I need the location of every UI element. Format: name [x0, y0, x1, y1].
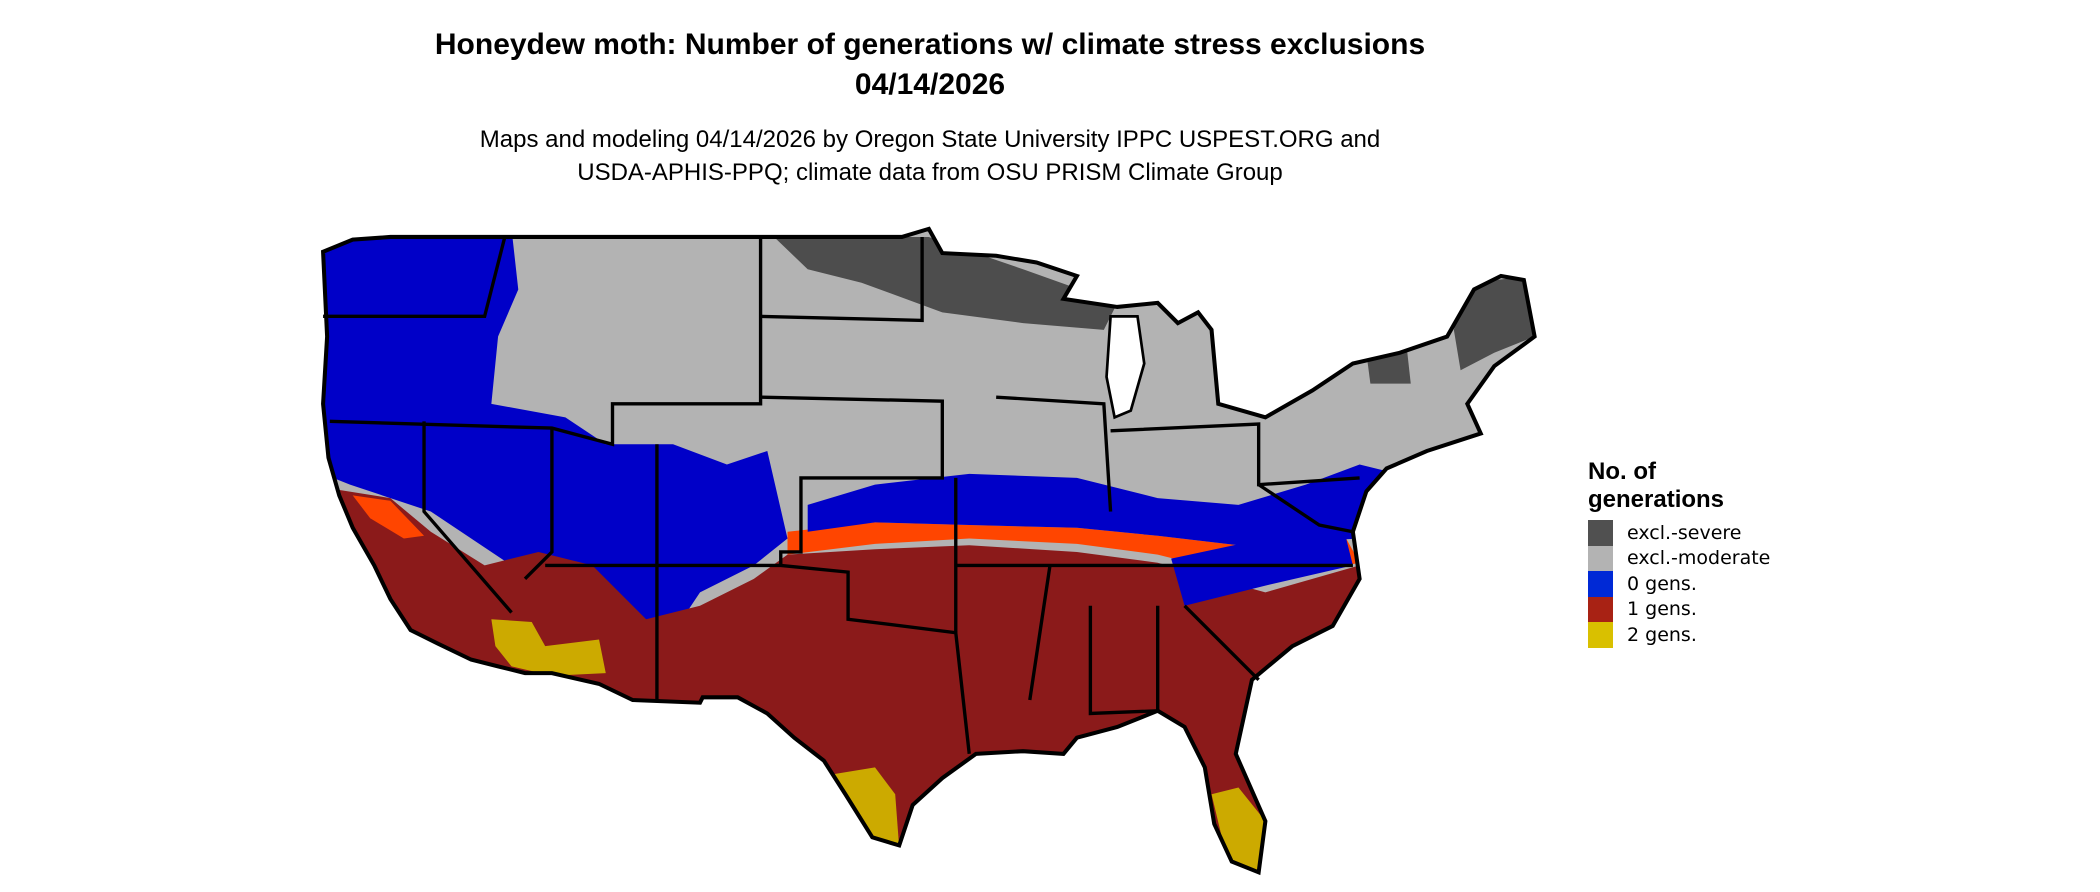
map-title-date: 04/14/2026 [854, 68, 1006, 101]
legend-label: 0 gens. [1627, 572, 1697, 595]
legend-item-2-gens: 2 gens. [1588, 622, 1770, 648]
legend-label: excl.-moderate [1627, 547, 1771, 570]
legend-label: 1 gens. [1627, 598, 1697, 621]
border-northwest [329, 236, 763, 447]
legend-title: No. of generations [1588, 458, 1770, 514]
border-ca-nv [422, 421, 513, 614]
border-nv-az [523, 428, 554, 581]
border-south-central [954, 477, 1353, 633]
legend-item-0-gens: 0 gens. [1588, 571, 1770, 597]
region-two-gens-florida [1211, 787, 1266, 873]
border-central-plains [760, 395, 944, 566]
legend-title-line2: generations [1588, 486, 1725, 513]
legend-swatch [1588, 596, 1613, 622]
border-wa-or [323, 236, 507, 319]
border-southwest [545, 563, 971, 755]
state-borders [323, 236, 1360, 755]
legend: No. of generations excl.-severe excl.-mo… [1588, 458, 1770, 648]
map-subtitle-line2: USDA-APHIS-PPQ; climate data from OSU PR… [577, 159, 1283, 186]
region-two-gens-southwest [491, 619, 606, 676]
region-one-gen-edge-ca [352, 495, 425, 539]
border-southeast [1028, 565, 1260, 716]
region-zero-gens-appalachia [1171, 538, 1353, 606]
border-dakotas [760, 236, 924, 323]
legend-label: excl.-severe [1627, 521, 1742, 544]
region-excl-severe-maine [1453, 275, 1535, 371]
map-title: Honeydew moth: Number of generations w/ … [434, 28, 1426, 61]
legend-title-line1: No. of [1588, 458, 1656, 485]
legend-item-1-gens: 1 gens. [1588, 596, 1770, 622]
region-two-gens-texas [834, 767, 900, 849]
legend-swatch [1588, 520, 1613, 546]
map-subtitle-line1: Maps and modeling 04/14/2026 by Oregon S… [479, 126, 1381, 153]
legend-item-excl-severe: excl.-severe [1588, 520, 1770, 546]
border-midwest [996, 395, 1360, 512]
region-zero-gens-midwest [807, 464, 1387, 546]
border-mid-atlantic [1257, 483, 1354, 534]
legend-swatch [1588, 545, 1613, 571]
legend-swatch [1588, 622, 1613, 648]
legend-label: 2 gens. [1627, 623, 1697, 646]
legend-item-excl-moderate: excl.-moderate [1588, 545, 1771, 571]
region-excl-severe-north-central [774, 236, 1118, 330]
legend-swatch [1588, 571, 1613, 597]
lake-michigan [1105, 315, 1146, 420]
